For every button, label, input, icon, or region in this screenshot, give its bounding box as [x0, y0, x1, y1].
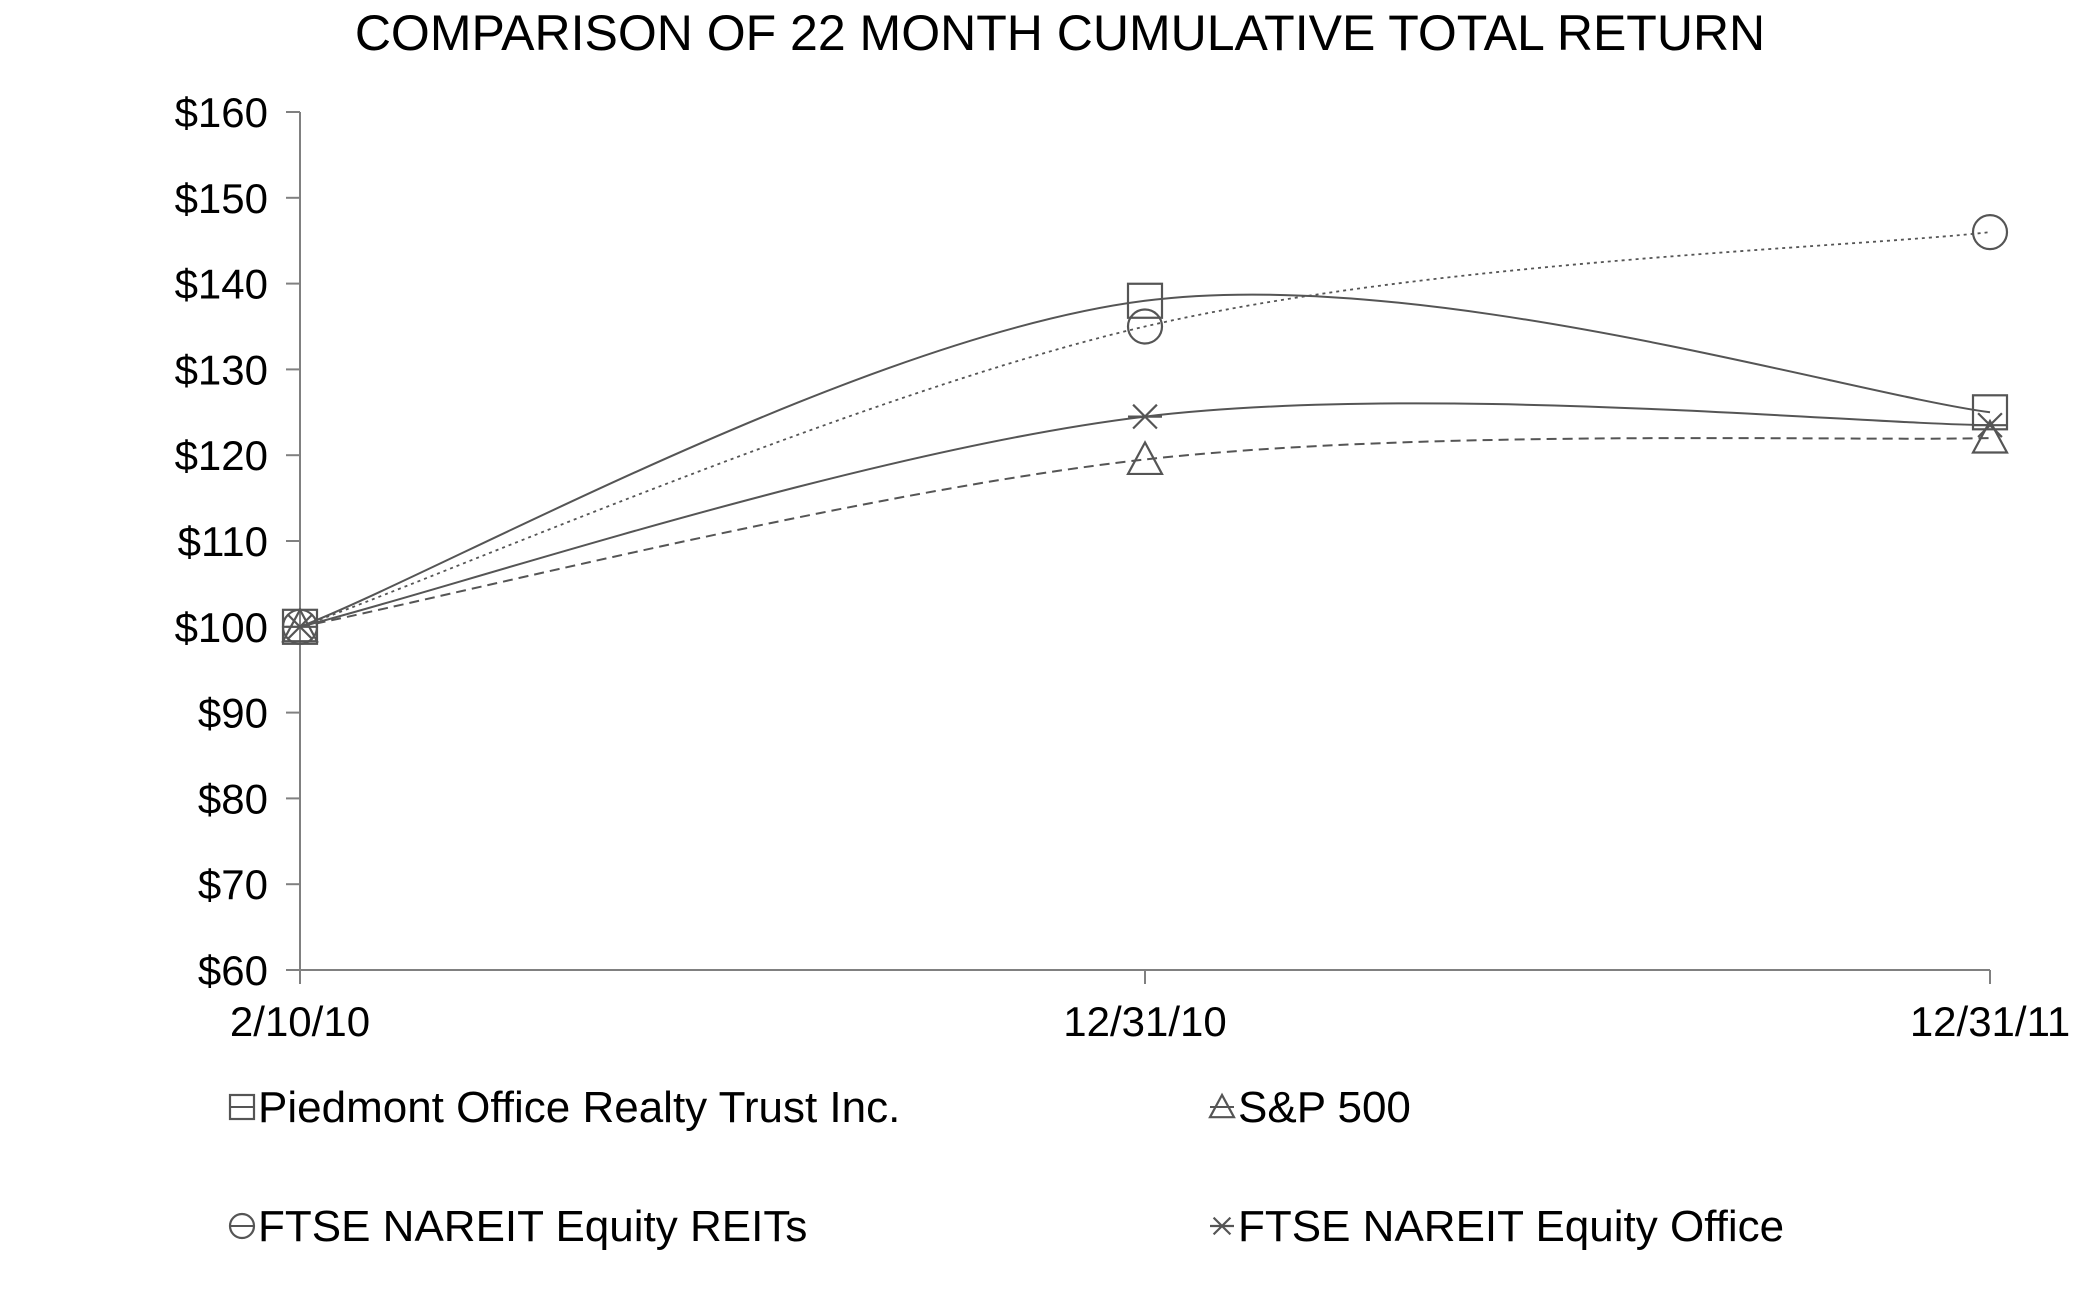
- y-tick-label: $80: [198, 775, 268, 822]
- series-line-s-p-500: [299, 437, 1991, 628]
- legend-item-ftse-nareit-equity-office: FTSE NAREIT Equity Office: [1210, 1202, 1784, 1251]
- y-tick-label: $150: [175, 175, 268, 222]
- legend-item-piedmont-office-realty-trust-inc: Piedmont Office Realty Trust Inc.: [228, 1083, 900, 1132]
- triangle-marker: [1126, 440, 1164, 476]
- triangle-marker: [281, 607, 319, 643]
- legend-item-ftse-nareit-equity-reits: FTSE NAREIT Equity REITs: [228, 1202, 807, 1251]
- axes: $60 $70 $80 $90 $100 $110 $120 $130 $140 $150 $160…: [175, 89, 2071, 1045]
- x-tick-label: 12/31/10: [1063, 998, 1227, 1045]
- asterisk-marker: [1973, 412, 2007, 438]
- series-line-ftse-nareit-equity-reits: [299, 231, 1991, 628]
- y-tick-label: $90: [198, 690, 268, 737]
- y-tick-label: $70: [198, 861, 268, 908]
- square-marker: [1126, 282, 1164, 319]
- triangle-marker: [1971, 418, 2009, 454]
- marker-stroke: [1977, 412, 2003, 438]
- marker-stroke: [287, 614, 313, 640]
- y-tick-label: $120: [175, 432, 268, 479]
- y-tick-label: $130: [175, 346, 268, 393]
- circle-marker: [1971, 214, 2009, 251]
- x-tick-label: 12/31/11: [1910, 998, 2070, 1045]
- series-lines: [299, 231, 1991, 628]
- y-tick-label: $160: [175, 89, 268, 136]
- series-line-piedmont-office-realty-trust-inc: [299, 293, 1991, 628]
- legend-label: FTSE NAREIT Equity Office: [1238, 1202, 1784, 1251]
- asterisk-marker: [1128, 403, 1162, 430]
- y-tick-label: $140: [175, 261, 268, 308]
- y-tick-label: $100: [175, 604, 268, 651]
- legend: Piedmont Office Realty Trust Inc. S&P 500…: [228, 1083, 1784, 1251]
- x-tick-label: 2/10/10: [230, 998, 370, 1045]
- circle-marker: [1126, 308, 1164, 345]
- square-marker: [1971, 394, 2009, 431]
- legend-label: FTSE NAREIT Equity REITs: [258, 1202, 807, 1251]
- asterisk-marker: [283, 614, 317, 640]
- marker-stroke: [1132, 403, 1158, 430]
- marker-stroke: [1212, 1216, 1232, 1236]
- series-line-ftse-nareit-equity-office: [299, 402, 1991, 628]
- legend-item-s-p-500: S&P 500: [1208, 1083, 1411, 1132]
- chart-title: COMPARISON OF 22 MONTH CUMULATIVE TOTAL …: [355, 5, 1765, 61]
- y-tick-label: $60: [198, 947, 268, 994]
- series-markers: [281, 214, 2009, 645]
- legend-label: Piedmont Office Realty Trust Inc.: [258, 1083, 900, 1132]
- legend-label: S&P 500: [1238, 1083, 1411, 1132]
- y-tick-label: $110: [178, 518, 268, 565]
- legend-asterisk-icon: [1210, 1216, 1234, 1236]
